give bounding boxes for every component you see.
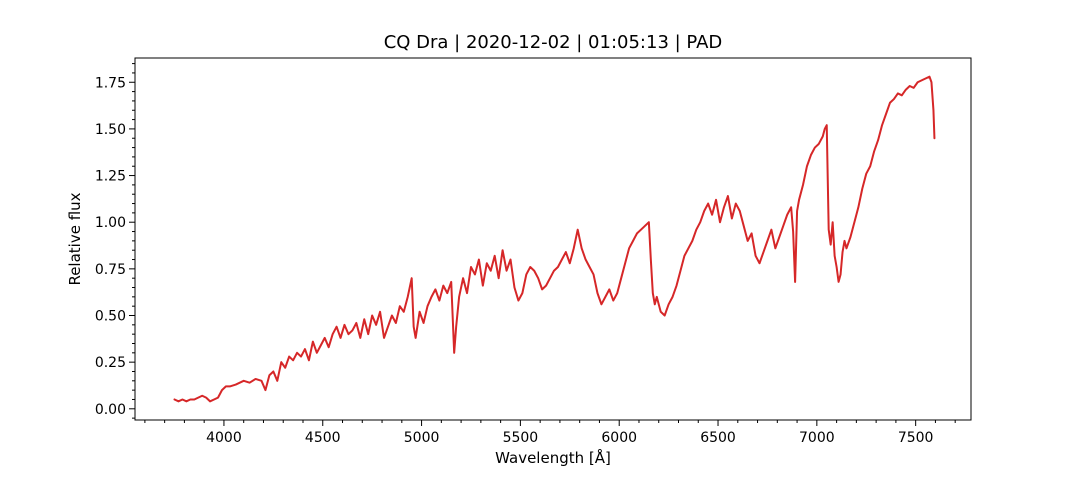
y-tick-label: 0.00 [95,402,126,418]
x-tick-label: 6000 [601,430,637,446]
y-tick-label: 1.00 [95,215,126,231]
y-tick-label: 1.50 [95,122,126,138]
y-axis-ticks: 0.00 0.25 0.50 0.75 1.00 1.25 1.50 1.75 [95,63,135,419]
y-axis-label: Relative flux [66,192,84,285]
spectrum-line [173,75,936,403]
y-tick-label: 0.25 [95,355,126,371]
y-tick-label: 0.50 [95,309,126,325]
y-tick-label: 0.75 [95,262,126,278]
chart-title: CQ Dra | 2020-12-02 | 01:05:13 | PAD [384,32,723,53]
x-axis-ticks: 4000 4500 5000 5500 6000 6500 7000 7500 [144,420,956,446]
x-axis-label: Wavelength [Å] [495,448,611,467]
x-tick-label: 7000 [799,430,835,446]
y-tick-label: 1.75 [95,75,126,91]
y-tick-label: 1.25 [95,169,126,185]
x-tick-label: 4500 [305,430,341,446]
x-tick-label: 4000 [206,430,242,446]
x-tick-label: 7500 [898,430,934,446]
plot-area: 4000 4500 5000 5500 6000 6500 7000 7500 0.00 0.2… [95,57,972,446]
x-tick-label: 5000 [404,430,440,446]
plot-frame [134,57,972,421]
x-tick-label: 5500 [503,430,539,446]
x-tick-label: 6500 [700,430,736,446]
